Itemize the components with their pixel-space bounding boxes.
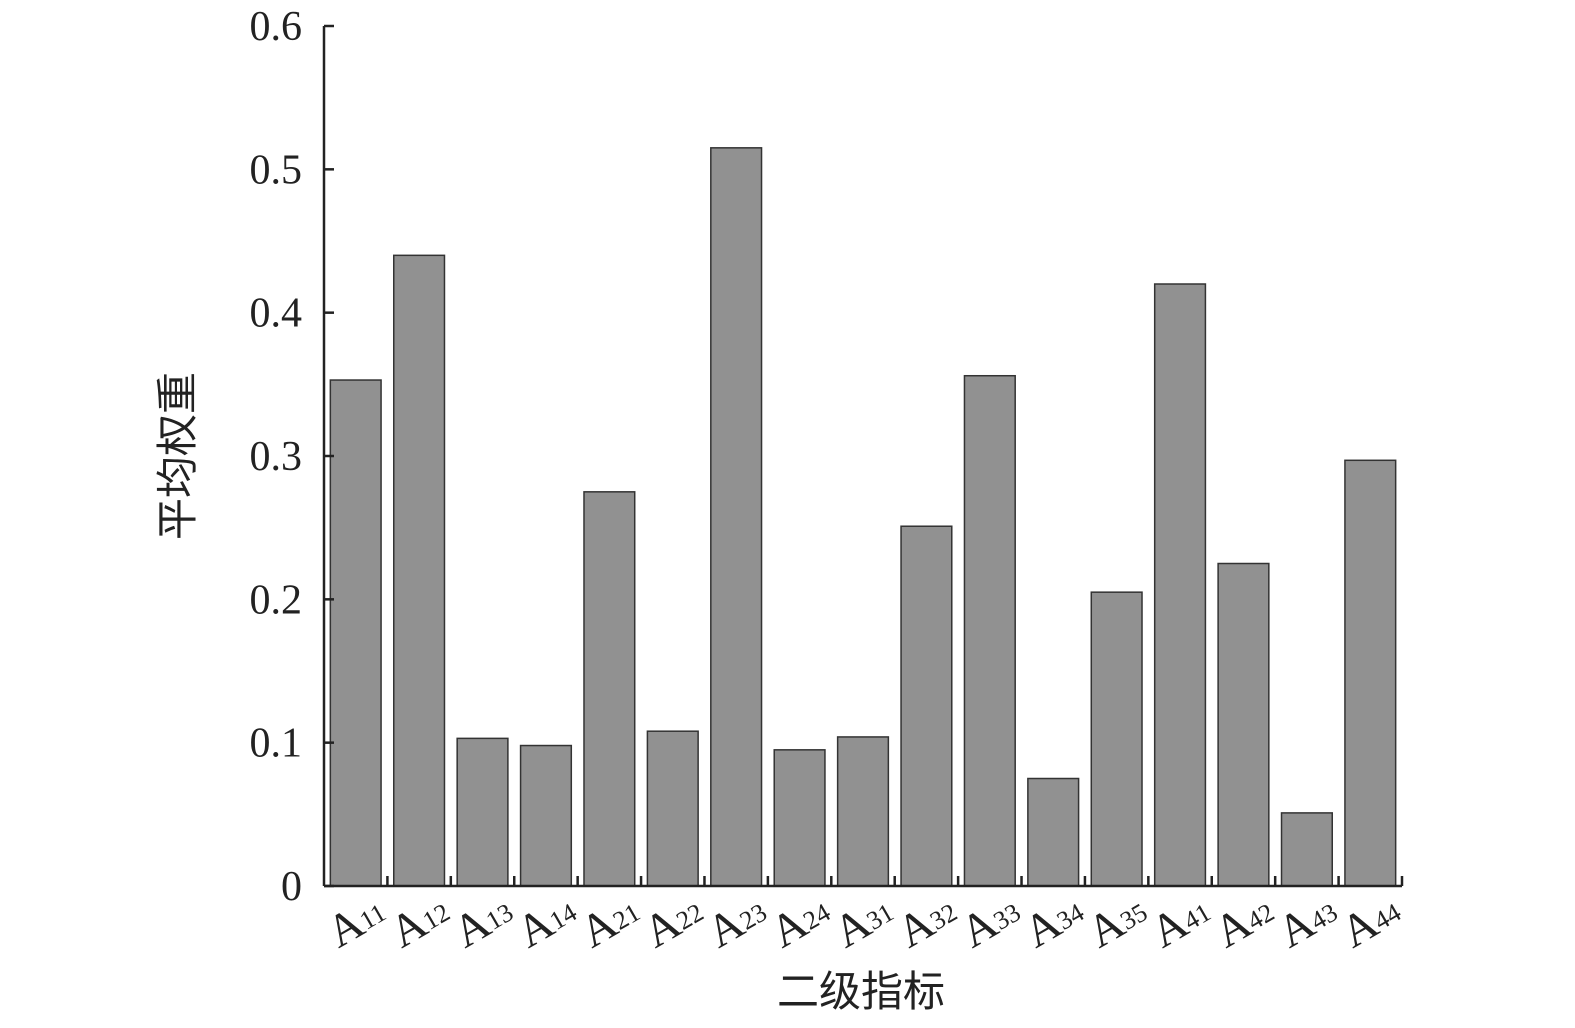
- bars-group: [329, 147, 1397, 887]
- bar: [900, 525, 953, 887]
- y-tick-label: 0.2: [250, 577, 303, 623]
- bar: [836, 736, 890, 887]
- x-tick-label: A11: [318, 884, 394, 957]
- bar: [1027, 777, 1080, 887]
- bar: [456, 737, 509, 887]
- x-tick-label: A35: [1078, 884, 1155, 958]
- bar: [1344, 459, 1397, 887]
- x-tick-label: A22: [635, 884, 712, 958]
- bar: [393, 254, 446, 887]
- y-tick-label: 0.1: [250, 721, 303, 767]
- x-tick-label: A44: [1332, 884, 1409, 958]
- bar: [1280, 812, 1333, 887]
- x-tick-label: A12: [381, 884, 458, 958]
- x-tick-label: A14: [508, 884, 585, 958]
- bar: [1217, 562, 1270, 887]
- y-tick-label: 0.3: [250, 434, 303, 480]
- bar: [646, 730, 699, 887]
- bar: [1090, 591, 1143, 887]
- x-tick-label: A32: [888, 884, 965, 958]
- x-axis-title: 二级指标: [777, 967, 945, 1016]
- bar: [773, 749, 826, 887]
- x-tick-label: A34: [1015, 884, 1092, 958]
- y-axis-ticks: 0 0.1 0.2 0.3 0.4 0.5 0.6: [250, 4, 334, 910]
- x-tick-label: A41: [1142, 884, 1219, 958]
- x-axis-ticks: A11A12A13A14A21A22A23A24A31A32A33A34A35A…: [318, 876, 1409, 958]
- y-tick-label: 0.5: [250, 147, 303, 193]
- x-tick-label: A33: [952, 884, 1029, 958]
- bar: [519, 744, 573, 887]
- x-tick-label: A21: [571, 884, 648, 958]
- bar: [963, 374, 1016, 887]
- x-tick-label: A24: [761, 884, 838, 958]
- x-tick-label: A23: [698, 884, 775, 958]
- bar: [1153, 283, 1207, 887]
- bar: [329, 379, 382, 887]
- bar: [583, 491, 636, 887]
- y-axis-title: 平均权重: [153, 372, 202, 540]
- y-tick-label: 0.6: [250, 4, 303, 50]
- x-tick-label: A13: [444, 884, 521, 958]
- y-tick-label: 0: [281, 864, 302, 910]
- bar: [710, 147, 763, 887]
- y-tick-label: 0.4: [250, 291, 303, 337]
- x-tick-label: A43: [1269, 884, 1346, 958]
- x-tick-label: A31: [825, 884, 902, 958]
- x-tick-label: A42: [1205, 884, 1282, 958]
